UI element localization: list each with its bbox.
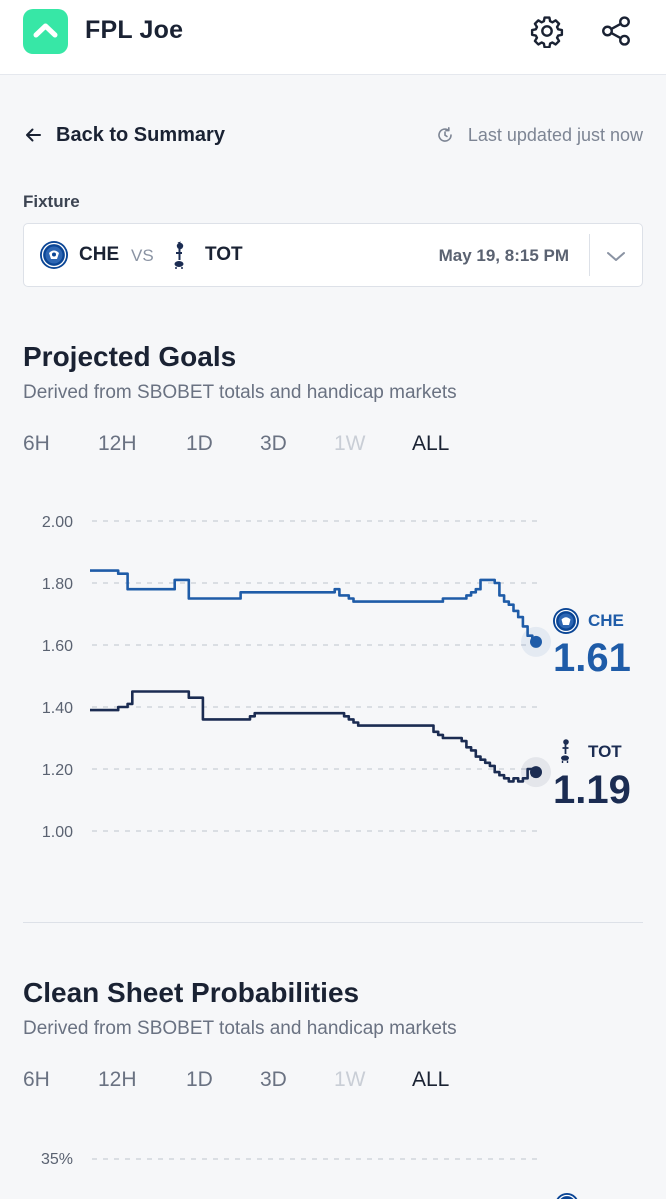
che-end-label: CHE 1.61 — [553, 608, 631, 680]
range-tab-1w: 1W — [334, 1068, 366, 1091]
range-tab-6h[interactable]: 6H — [23, 432, 50, 455]
last-updated-label: Last updated just now — [467, 124, 643, 145]
range-tab-1d[interactable]: 1D — [186, 432, 213, 455]
refresh-clock-icon — [438, 127, 452, 142]
range-tab-3d[interactable]: 3D — [260, 1068, 287, 1091]
chelsea-small-crest-icon — [553, 608, 579, 634]
section-divider — [23, 922, 643, 923]
tot-series-label: TOT — [588, 742, 622, 761]
away-team: TOT — [205, 244, 243, 265]
share-icon — [602, 16, 630, 46]
app-title: FPL Joe — [85, 16, 184, 44]
fixture-select[interactable]: CHE VS TOT May 19, 8:15 PM — [23, 223, 643, 287]
chart-series — [90, 569, 539, 783]
chart-y-axis: 2.00 1.80 1.60 1.40 1.20 1.00 — [42, 514, 73, 841]
y-tick-label: 1.60 — [42, 638, 73, 655]
projected-goals-chart: 2.00 1.80 1.60 1.40 1.20 1.00 CHE 1.61 TOT 1.… — [42, 514, 631, 841]
last-updated: Last updated just now — [436, 124, 643, 146]
settings-button[interactable] — [530, 14, 564, 48]
range-tab-all[interactable]: ALL — [412, 432, 450, 455]
che-series-label: CHE — [588, 611, 624, 630]
end-point-tot[interactable] — [530, 766, 542, 779]
fixture-datetime: May 19, 8:15 PM — [438, 246, 569, 265]
tot-end-value: 1.19 — [553, 768, 631, 812]
clean-sheet-title: Clean Sheet Probabilities — [23, 977, 360, 1008]
projected-goals-subtitle: Derived from SBOBET totals and handicap … — [23, 382, 457, 403]
share-button[interactable] — [599, 14, 633, 48]
chevron-down-icon[interactable] — [604, 246, 628, 266]
range-tab-1d[interactable]: 1D — [186, 1068, 213, 1091]
vs-label: VS — [131, 246, 154, 265]
range-tab-6h[interactable]: 6H — [23, 1068, 50, 1091]
projected-goals-title: Projected Goals — [23, 341, 237, 372]
select-divider — [589, 234, 590, 276]
tottenham-small-crest-icon — [561, 739, 569, 763]
series-line-che — [90, 569, 537, 641]
y-tick-label: 2.00 — [42, 514, 73, 531]
tottenham-crest-icon — [174, 241, 184, 269]
fixture-label: Fixture — [23, 192, 80, 211]
y-tick-label: 35% — [41, 1151, 73, 1168]
home-team: CHE — [79, 244, 120, 265]
tot-end-label: TOT 1.19 — [553, 739, 631, 812]
range-tab-1w: 1W — [334, 432, 366, 455]
chart-end-markers — [521, 626, 551, 788]
y-tick-label: 1.40 — [42, 700, 73, 717]
clean-sheet-subtitle: Derived from SBOBET totals and handicap … — [23, 1018, 457, 1039]
gear-icon — [530, 16, 564, 48]
series-line-tot — [90, 690, 539, 783]
app-header: FPL Joe — [0, 0, 666, 75]
range-tab-all[interactable]: ALL — [412, 1068, 450, 1091]
back-label: Back to Summary — [56, 123, 225, 146]
y-tick-label: 1.80 — [42, 576, 73, 593]
range-tab-12h[interactable]: 12H — [98, 1068, 137, 1091]
back-to-summary-link[interactable]: Back to Summary — [24, 122, 225, 148]
chart-grid — [92, 520, 540, 832]
range-tab-12h[interactable]: 12H — [98, 432, 137, 455]
app-logo[interactable] — [23, 9, 68, 54]
y-tick-label: 1.20 — [42, 762, 73, 779]
chelsea-crest-icon — [40, 241, 68, 269]
range-tab-3d[interactable]: 3D — [260, 432, 287, 455]
end-point-che[interactable] — [530, 635, 542, 648]
y-tick-label: 1.00 — [42, 824, 73, 841]
arrow-left-icon — [26, 128, 41, 142]
chelsea-small-crest-icon — [556, 1193, 578, 1199]
che-end-value: 1.61 — [553, 636, 631, 680]
chevron-up-icon — [33, 23, 58, 38]
clean-sheet-chart: 35% — [41, 1151, 578, 1199]
